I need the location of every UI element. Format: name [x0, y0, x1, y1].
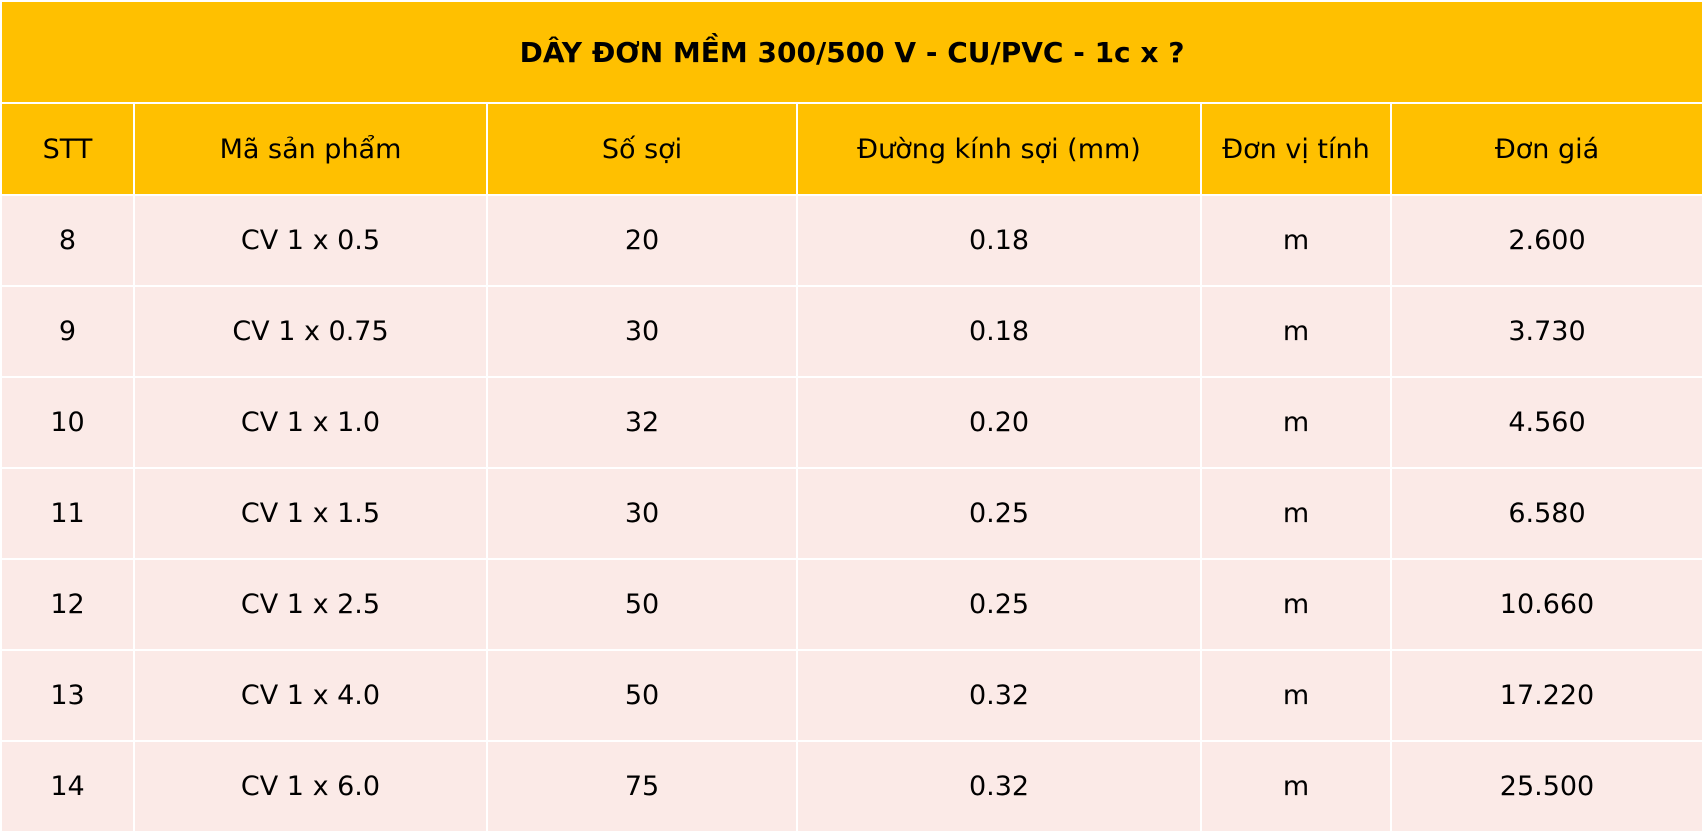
cell-stt: 13 — [0, 649, 135, 742]
header-stt: STT — [0, 102, 135, 196]
cell-stt: 8 — [0, 194, 135, 287]
cell-unit-price: 4.560 — [1389, 376, 1702, 469]
cell-unit-price: 10.660 — [1389, 558, 1702, 651]
cell-strand-diameter: 0.18 — [796, 285, 1202, 378]
cell-unit: m — [1200, 285, 1392, 378]
header-strand-count: Số sợi — [486, 102, 798, 196]
cell-product-code: CV 1 x 4.0 — [133, 649, 488, 742]
cell-product-code: CV 1 x 6.0 — [133, 740, 488, 833]
cell-unit: m — [1200, 467, 1392, 560]
cell-unit-price: 3.730 — [1389, 285, 1702, 378]
cell-strand-diameter: 0.25 — [796, 467, 1202, 560]
table-row: 11 CV 1 x 1.5 30 0.25 m 6.580 — [0, 467, 1702, 560]
cell-unit: m — [1200, 194, 1392, 287]
cell-product-code: CV 1 x 0.5 — [133, 194, 488, 287]
cell-stt: 14 — [0, 740, 135, 833]
cell-strand-count: 75 — [486, 740, 798, 833]
cell-product-code: CV 1 x 1.5 — [133, 467, 488, 560]
table-row: 9 CV 1 x 0.75 30 0.18 m 3.730 — [0, 285, 1702, 378]
header-unit-price: Đơn giá — [1389, 102, 1702, 196]
header-unit: Đơn vị tính — [1200, 102, 1392, 196]
cell-stt: 12 — [0, 558, 135, 651]
table-title: DÂY ĐƠN MỀM 300/500 V - CU/PVC - 1c x ? — [0, 0, 1702, 104]
cell-unit-price: 17.220 — [1389, 649, 1702, 742]
header-row: STT Mã sản phẩm Số sợi Đường kính sợi (m… — [0, 102, 1702, 196]
cell-stt: 11 — [0, 467, 135, 560]
cell-strand-diameter: 0.18 — [796, 194, 1202, 287]
cell-unit: m — [1200, 558, 1392, 651]
cell-stt: 10 — [0, 376, 135, 469]
table-row: 13 CV 1 x 4.0 50 0.32 m 17.220 — [0, 649, 1702, 742]
cell-unit-price: 25.500 — [1389, 740, 1702, 833]
cell-strand-count: 30 — [486, 467, 798, 560]
cell-strand-count: 20 — [486, 194, 798, 287]
cell-strand-diameter: 0.25 — [796, 558, 1202, 651]
table-row: 14 CV 1 x 6.0 75 0.32 m 25.500 — [0, 740, 1702, 833]
table-row: 12 CV 1 x 2.5 50 0.25 m 10.660 — [0, 558, 1702, 651]
cell-strand-diameter: 0.32 — [796, 740, 1202, 833]
cell-unit: m — [1200, 649, 1392, 742]
cell-product-code: CV 1 x 2.5 — [133, 558, 488, 651]
title-row: DÂY ĐƠN MỀM 300/500 V - CU/PVC - 1c x ? — [0, 0, 1702, 104]
cell-strand-diameter: 0.32 — [796, 649, 1202, 742]
cell-stt: 9 — [0, 285, 135, 378]
cell-unit-price: 2.600 — [1389, 194, 1702, 287]
cell-strand-count: 50 — [486, 558, 798, 651]
cell-strand-count: 50 — [486, 649, 798, 742]
table-row: 10 CV 1 x 1.0 32 0.20 m 4.560 — [0, 376, 1702, 469]
cell-unit: m — [1200, 740, 1392, 833]
header-strand-diameter: Đường kính sợi (mm) — [796, 102, 1202, 196]
cell-product-code: CV 1 x 0.75 — [133, 285, 488, 378]
cell-unit: m — [1200, 376, 1392, 469]
cell-strand-count: 30 — [486, 285, 798, 378]
cell-product-code: CV 1 x 1.0 — [133, 376, 488, 469]
header-product-code: Mã sản phẩm — [133, 102, 488, 196]
cell-strand-diameter: 0.20 — [796, 376, 1202, 469]
table-row: 8 CV 1 x 0.5 20 0.18 m 2.600 — [0, 194, 1702, 287]
cell-unit-price: 6.580 — [1389, 467, 1702, 560]
cell-strand-count: 32 — [486, 376, 798, 469]
